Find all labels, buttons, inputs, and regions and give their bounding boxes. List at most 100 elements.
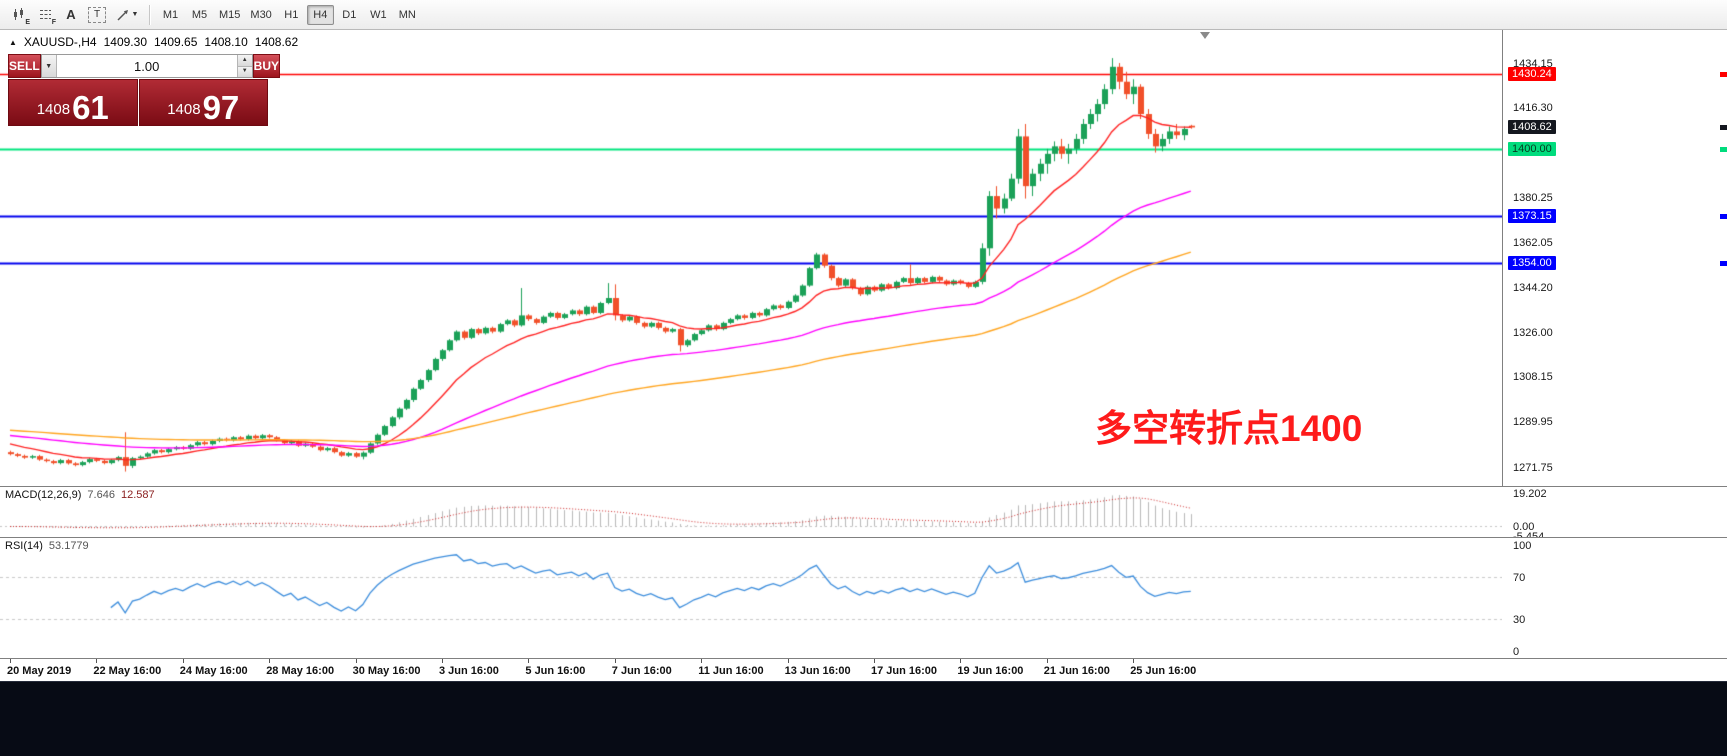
time-tick (788, 659, 789, 663)
volume-input[interactable] (56, 55, 237, 77)
bid-main-digits: 1408 (36, 101, 71, 118)
time-axis-label: 17 Jun 16:00 (871, 665, 938, 677)
chart-objects-icon[interactable]: E (6, 4, 32, 26)
text-label-icon[interactable]: T (84, 4, 110, 26)
rsi-canvas[interactable] (0, 538, 1502, 658)
time-axis-label: 19 Jun 16:00 (957, 665, 1024, 677)
line-edge-marker (1720, 213, 1727, 219)
volume-control: ▼ ▲ ▼ (40, 54, 253, 78)
line-edge-marker (1720, 146, 1727, 152)
rsi-axis-label: 30 (1513, 614, 1526, 627)
price-axis-border (1502, 30, 1503, 658)
time-axis-label: 13 Jun 16:00 (784, 665, 851, 677)
sell-button[interactable]: SELL (8, 54, 41, 78)
tab-timeframe-m5[interactable]: M5 (186, 5, 213, 25)
symbol-label: XAUUSD-,H4 (23, 35, 97, 49)
macd-main-value: 7.646 (87, 489, 115, 501)
bottom-panel (0, 681, 1727, 756)
ask-pips-digits: 97 (202, 88, 240, 126)
volume-down-icon[interactable]: ▼ (236, 66, 252, 77)
low-value: 1408.10 (204, 35, 248, 49)
time-axis-label: 21 Jun 16:00 (1043, 665, 1110, 677)
tab-timeframe-m30[interactable]: M30 (246, 5, 275, 25)
time-axis-label: 24 May 16:00 (179, 665, 248, 677)
macd-panel: MACD(12,26,9) 7.646 12.587 19.2020.00-5.… (0, 486, 1727, 543)
price-axis-label: 1416.30 (1513, 102, 1553, 115)
price-axis-label: 1344.20 (1513, 281, 1553, 294)
time-tick (960, 659, 961, 663)
lines-grid-icon[interactable]: F (32, 4, 58, 26)
time-tick (701, 659, 702, 663)
buy-button[interactable]: BUY (252, 54, 281, 78)
line-edge-marker (1720, 125, 1727, 131)
price-line-badge: 1354.00 (1508, 256, 1556, 271)
price-axis-label: 1308.15 (1513, 371, 1553, 384)
rsi-axis-label: 70 (1513, 571, 1526, 584)
rsi-value: 53.1779 (48, 540, 89, 552)
time-axis-label: 30 May 16:00 (352, 665, 421, 677)
line-edge-marker (1720, 71, 1727, 77)
time-axis-label: 25 Jun 16:00 (1130, 665, 1197, 677)
collapse-arrow-icon[interactable]: ▲ (9, 37, 17, 47)
tab-timeframe-h4[interactable]: H4 (306, 4, 334, 25)
price-axis-label: 1271.75 (1513, 461, 1553, 474)
price-axis-label: 1362.05 (1513, 237, 1553, 250)
rsi-panel: RSI(14) 53.1779 100 70 30 0 (0, 537, 1727, 658)
trend-cursor-icon[interactable]: ▼ (110, 4, 144, 26)
time-axis-label: 20 May 2019 (7, 665, 72, 677)
time-axis-label: 28 May 16:00 (266, 665, 335, 677)
time-axis-label: 5 Jun 16:00 (525, 665, 586, 677)
ask-main-digits: 1408 (167, 101, 201, 118)
time-tick (442, 659, 443, 663)
time-tick (183, 659, 184, 663)
time-tick (1047, 659, 1048, 663)
price-axis-label: 1289.95 (1513, 416, 1553, 429)
rsi-axis-label: 100 (1513, 540, 1532, 552)
time-tick (356, 659, 357, 663)
price-line-badge: 1408.62 (1508, 120, 1556, 135)
one-click-trading-panel: SELL ▼ ▲ ▼ BUY 1408 61 1408 (8, 54, 281, 126)
high-value: 1409.65 (154, 35, 198, 49)
tab-timeframe-mn[interactable]: MN (394, 5, 421, 25)
volume-dropdown-icon[interactable]: ▼ (41, 55, 57, 77)
bid-pips-digits: 61 (72, 88, 109, 126)
time-axis-label: 22 May 16:00 (93, 665, 162, 677)
text-a-icon[interactable]: A (58, 4, 84, 26)
time-axis-label: 3 Jun 16:00 (439, 665, 499, 677)
macd-axis-label: 0.00 (1513, 521, 1535, 534)
macd-label: MACD(12,26,9) 7.646 12.587 (5, 489, 155, 501)
price-axis-label: 1380.25 (1513, 191, 1553, 204)
time-tick (874, 659, 875, 663)
tab-timeframe-m15[interactable]: M15 (215, 5, 244, 25)
time-tick (615, 659, 616, 663)
tab-timeframe-d1[interactable]: D1 (336, 5, 363, 25)
ask-price-box[interactable]: 1408 97 (138, 79, 268, 126)
price-line-badge: 1373.15 (1508, 208, 1556, 223)
bid-price-box[interactable]: 1408 61 (8, 79, 138, 126)
tab-timeframe-w1[interactable]: W1 (365, 5, 392, 25)
time-tick (1133, 659, 1134, 663)
time-axis[interactable]: 20 May 2019 22 May 16:00 24 May 16:00 28 Ma… (0, 658, 1727, 681)
time-tick (96, 659, 97, 663)
dropdown-caret-icon: ▼ (131, 11, 139, 18)
toolbar: E F A T ▼ M1 M5 M15 M30 H1 H4 D1 W1 MN (0, 0, 1727, 30)
price-line-badge: 1400.00 (1508, 141, 1556, 156)
price-axis: 1434.15 1416.30 1380.25 1362.05 1344.20 1326.… (1506, 30, 1726, 658)
chart-shift-marker[interactable] (1200, 32, 1210, 39)
tab-timeframe-h1[interactable]: H1 (278, 5, 305, 25)
macd-canvas[interactable] (0, 487, 1502, 537)
volume-up-icon[interactable]: ▲ (236, 55, 252, 67)
close-value: 1408.62 (254, 35, 299, 49)
time-tick (10, 659, 11, 663)
time-axis-label: 7 Jun 16:00 (611, 665, 672, 677)
toolbar-separator (149, 4, 151, 25)
rsi-axis-label: 0 (1513, 646, 1520, 658)
tab-timeframe-m1[interactable]: M1 (157, 5, 184, 25)
macd-axis-label: 19.202 (1513, 488, 1547, 500)
time-axis-label: 11 Jun 16:00 (698, 665, 764, 677)
time-tick (528, 659, 529, 663)
chart-text-annotation: 多空转折点1400 (1095, 408, 1363, 449)
price-axis-label: 1326.00 (1513, 326, 1553, 339)
